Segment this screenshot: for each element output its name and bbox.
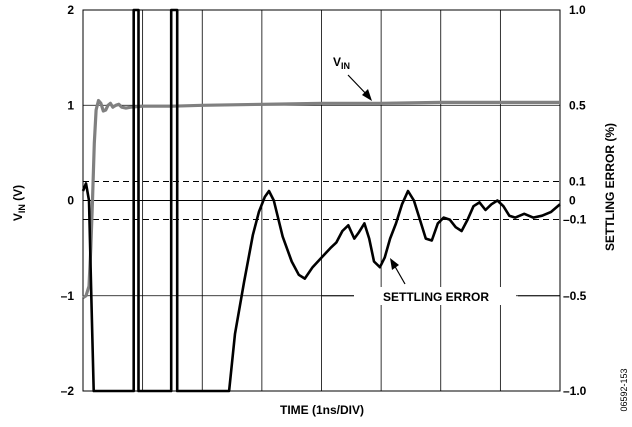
right-tick-label: –0.1 [563,213,587,227]
y-axis-label-right: SETTLING ERROR (%) [603,123,617,251]
left-tick-label: 0 [67,194,74,208]
settling-error-label: SETTLING ERROR [383,290,489,304]
right-tick-label: 0.1 [569,174,586,188]
settling-arrow-head [390,258,399,270]
vin-label-main: V [333,55,341,69]
right-tick-label: 0 [569,194,576,208]
settling-error-series-line [81,8,561,393]
x-axis-label: TIME (1ns/DIV) [280,403,364,417]
left-tick-label: –2 [61,384,75,398]
vin-arrow-head [362,89,372,101]
y-axis-label-left-sub: IN [17,204,27,213]
right-axis-ticks: 1.0 0.5 0.1 0 –0.1 –0.5 –1.0 [563,3,587,398]
left-tick-label: –1 [61,289,75,303]
vin-label: VIN [333,55,350,71]
figure-id: 06592-153 [619,368,629,411]
y-axis-label-left-unit: (V) [11,185,25,204]
vin-series-line [82,98,560,300]
settling-label-bg [354,287,516,305]
right-tick-label: 1.0 [569,3,586,17]
left-tick-label: 2 [67,3,74,17]
left-axis-ticks: 2 1 0 –1 –2 [61,3,75,398]
left-tick-label: 1 [67,98,74,112]
y-axis-label-left-main: V [11,213,25,221]
series-layer [81,8,561,393]
y-axis-label-left: VIN (V) [11,185,27,221]
annotation-layer: VIN SETTLING ERROR [322,55,560,305]
right-tick-label: 0.5 [569,98,586,112]
right-tick-label: –1.0 [563,384,587,398]
vin-label-sub: IN [341,61,350,71]
right-tick-label: –0.5 [563,289,587,303]
